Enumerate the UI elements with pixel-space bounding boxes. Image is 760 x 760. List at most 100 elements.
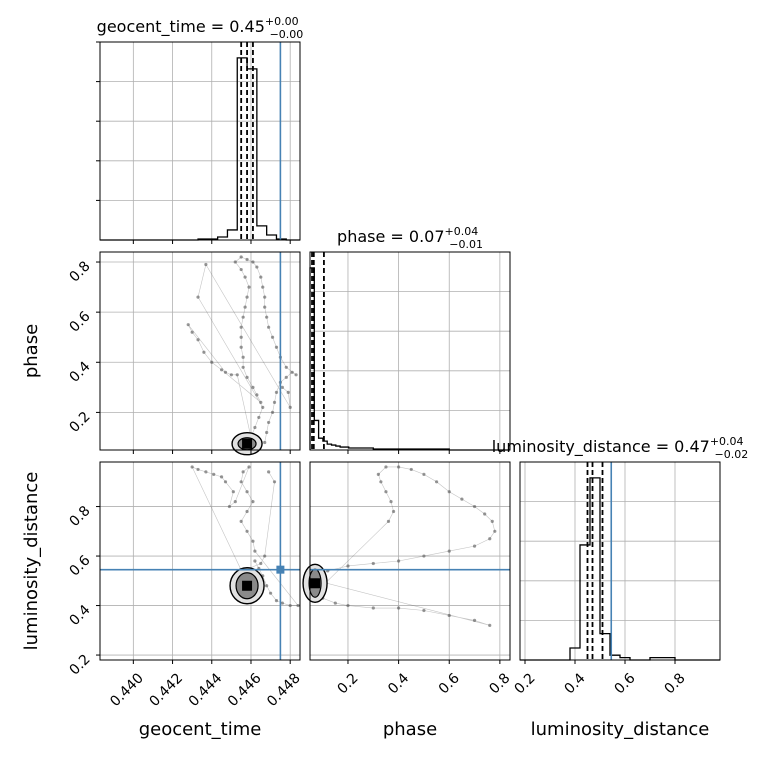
scatter-point — [434, 480, 439, 484]
scatter-point — [253, 425, 257, 430]
scatter-point — [233, 260, 237, 264]
scatter-point — [196, 467, 200, 472]
scatter-point — [288, 405, 292, 409]
scatter-point — [210, 360, 214, 364]
scatter-point — [490, 519, 494, 524]
histogram-phase — [309, 267, 510, 451]
scatter-point — [239, 480, 243, 484]
scatter-point — [280, 385, 284, 389]
scatter-point — [397, 606, 401, 610]
scatter-point — [229, 373, 233, 377]
x-tick-label: 0.8 — [486, 670, 513, 697]
scatter-point — [245, 529, 249, 533]
scatter-point — [241, 365, 245, 369]
scatter-point — [488, 537, 492, 541]
x-tick-label: 0.442 — [146, 670, 186, 710]
geocent-phase-density-density-peak — [242, 438, 253, 449]
grid-layer — [100, 41, 720, 660]
scatter-point — [196, 338, 200, 342]
sample-trace — [312, 466, 496, 626]
y-tick-label: 0.4 — [67, 602, 94, 629]
scatter-point — [261, 405, 265, 409]
scatter-point — [286, 390, 290, 394]
sample-trace — [187, 256, 297, 443]
scatter-point — [267, 470, 271, 474]
title-upper-error: +0.00 — [265, 15, 299, 28]
scatter-point — [288, 603, 292, 608]
x-axis-label: luminosity_distance — [531, 719, 710, 740]
y-tick-label: 0.2 — [67, 651, 94, 678]
scatter-point — [460, 497, 464, 501]
scatter-point — [263, 295, 267, 299]
scatter-point — [265, 315, 269, 319]
scatter-point — [447, 490, 451, 494]
scatter-point — [239, 255, 243, 259]
panel-title: geocent_time = 0.45+0.00 −0.00 — [97, 15, 304, 41]
scatter-point — [270, 410, 275, 415]
scatter-point — [233, 500, 237, 504]
scatter-point — [251, 500, 255, 504]
panel-frame — [309, 461, 511, 661]
title-main: luminosity_distance = 0.47 — [492, 437, 710, 457]
geocent-distance-density-density-peak — [242, 580, 253, 591]
x-tick-label: 0.6 — [612, 670, 639, 697]
scatter-point — [204, 470, 208, 474]
title-lower-error: −0.00 — [270, 28, 304, 41]
scatter-point — [245, 257, 249, 262]
scatter-point — [274, 390, 279, 394]
scatter-point — [422, 608, 426, 613]
scatter-point — [371, 561, 375, 566]
scatter-point — [346, 603, 350, 608]
scatter-point — [251, 385, 255, 389]
scatter-point — [268, 591, 273, 595]
title-main: phase = 0.07 — [337, 227, 444, 246]
scatter-point — [409, 467, 413, 472]
histogram-geocent_time — [100, 57, 300, 241]
x-tick-label: 0.446 — [225, 670, 265, 710]
panel-frame — [99, 461, 301, 661]
scatter-point — [265, 430, 269, 435]
scatter-point — [384, 465, 388, 469]
scatter-point — [284, 365, 288, 369]
scatter-point — [261, 285, 265, 289]
histogram-luminosity_distance — [520, 477, 720, 661]
panel-frame — [99, 251, 301, 451]
scatter-point — [223, 480, 228, 484]
scatter-point — [219, 475, 224, 479]
scatter-point — [447, 549, 451, 553]
scatter-point — [483, 512, 487, 516]
frames-layer — [96, 41, 721, 664]
scatter-point — [245, 509, 249, 514]
scatter-point — [397, 465, 401, 469]
scatter-point — [245, 295, 249, 299]
panel-frame — [309, 251, 511, 451]
x-tick-label: 0.2 — [335, 670, 362, 697]
scatter-point — [186, 323, 190, 327]
x-tick-label: 0.4 — [562, 670, 589, 697]
scatter-point — [239, 345, 243, 349]
scatter-point — [267, 325, 271, 329]
scatter-point — [267, 420, 271, 425]
scatter-point — [422, 472, 426, 476]
scatter-point — [202, 350, 206, 354]
scatter-point — [488, 623, 492, 627]
scatter-point — [251, 539, 255, 543]
scatter-point — [296, 603, 300, 608]
scatter-point — [235, 373, 239, 377]
scatter-point — [274, 345, 279, 349]
scatter-point — [472, 618, 477, 623]
scatter-point — [204, 262, 208, 267]
scatter-point — [227, 504, 232, 509]
y-axis-label: luminosity_distance — [21, 472, 42, 651]
y-axis-label: phase — [21, 324, 42, 378]
data-layer — [100, 42, 720, 661]
scatter-point — [259, 275, 263, 279]
y-tick-label: 0.6 — [67, 552, 94, 579]
scatter-point — [257, 415, 261, 420]
title-upper-error: +0.04 — [445, 225, 479, 238]
scatter-point — [239, 335, 243, 339]
x-tick-label: 0.4 — [385, 670, 412, 697]
scatter-point — [253, 549, 257, 553]
x-axis-label: geocent_time — [139, 719, 262, 740]
